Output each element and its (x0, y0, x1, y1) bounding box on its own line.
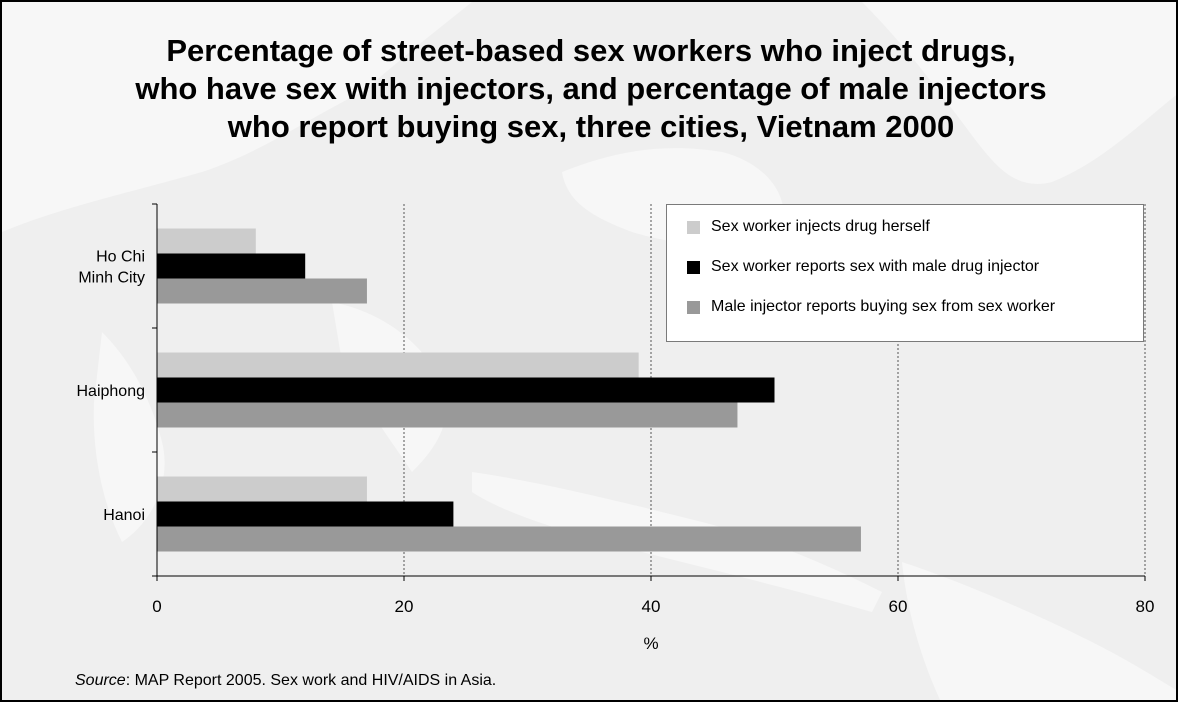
legend-swatch (687, 260, 700, 274)
legend-label: Sex worker injects drug herself (711, 218, 930, 235)
category-label: Haiphong (77, 383, 146, 400)
category-label: Hanoi (103, 507, 145, 524)
title-line-1: Percentage of street-based sex workers w… (166, 33, 1016, 68)
legend-swatch (687, 220, 700, 234)
bar (157, 501, 454, 527)
bar (157, 377, 775, 403)
x-tick-label: 40 (642, 597, 661, 616)
category-label-line: Hanoi (103, 507, 145, 524)
x-tick-label: 0 (152, 597, 161, 616)
category-label-line: Ho Chi (96, 249, 145, 266)
source-label: Source (75, 672, 126, 689)
title-line-2: who have sex with injectors, and percent… (135, 71, 1047, 106)
source-text: : MAP Report 2005. Sex work and HIV/AIDS… (125, 672, 497, 689)
category-label: Ho Chi Minh City (78, 249, 145, 287)
legend-item: Sex worker reports sex with male drug in… (687, 257, 1039, 277)
legend-item: Male injector reports buying sex from se… (687, 297, 1055, 317)
x-axis-label: % (643, 634, 658, 653)
bar (157, 228, 256, 254)
bar (157, 526, 861, 552)
x-tick-label: 20 (395, 597, 414, 616)
legend-label: Sex worker reports sex with male drug in… (711, 258, 1040, 275)
x-tick-label: 80 (1136, 597, 1155, 616)
chart-legend: Sex worker injects drug herself Sex worke… (666, 204, 1144, 342)
legend-label: Male injector reports buying sex from se… (711, 298, 1056, 315)
source-note: Source: MAP Report 2005. Sex work and HI… (75, 672, 496, 690)
category-label-line: Haiphong (77, 383, 146, 400)
chart-title: Percentage of street-based sex workers w… (2, 32, 1176, 146)
bar (157, 278, 367, 304)
x-tick-label: 60 (889, 597, 908, 616)
title-line-3: who report buying sex, three cities, Vie… (227, 109, 955, 144)
bar (157, 476, 367, 502)
bar (157, 402, 738, 428)
legend-swatch (687, 300, 700, 314)
bar (157, 352, 639, 378)
category-label-line: Minh City (78, 270, 145, 287)
bar (157, 253, 306, 279)
legend-item: Sex worker injects drug herself (687, 217, 930, 237)
